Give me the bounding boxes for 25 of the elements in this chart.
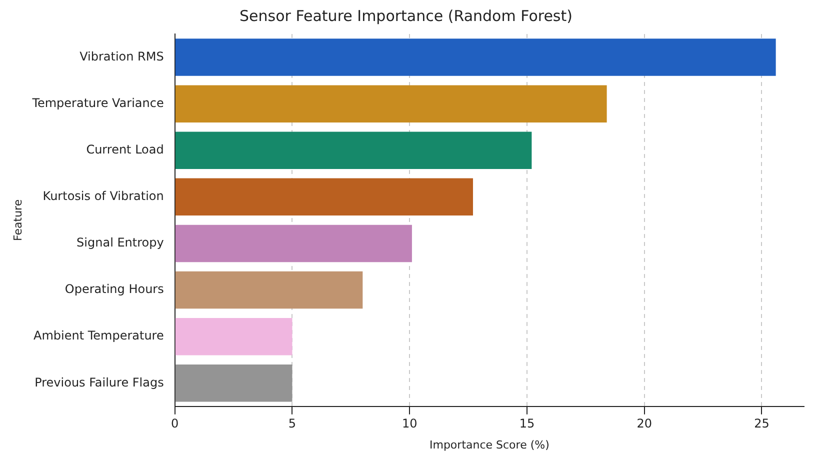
y-tick-label: Operating Hours xyxy=(64,282,164,296)
y-tick-label: Ambient Temperature xyxy=(33,328,164,343)
y-tick-label: Kurtosis of Vibration xyxy=(42,189,164,204)
y-axis-title: Feature xyxy=(11,199,24,241)
x-tick-label: 20 xyxy=(636,416,652,431)
bar xyxy=(175,38,776,76)
bar xyxy=(175,178,473,216)
x-tick-label: 0 xyxy=(171,416,179,431)
x-axis-title: Importance Score (%) xyxy=(429,438,550,452)
bar xyxy=(175,224,412,262)
x-tick-label: 15 xyxy=(519,416,535,431)
bar xyxy=(175,364,292,402)
y-tick-label: Signal Entropy xyxy=(76,236,164,250)
x-tick-label: 5 xyxy=(288,416,296,431)
bar xyxy=(175,132,532,169)
y-tick-label: Current Load xyxy=(86,142,164,156)
y-tick-label: Temperature Variance xyxy=(31,96,164,110)
y-tick-label: Vibration RMS xyxy=(80,49,164,64)
y-tick-label: Previous Failure Flags xyxy=(34,375,164,390)
bar xyxy=(175,85,607,122)
chart-title: Sensor Feature Importance (Random Forest) xyxy=(240,6,572,25)
bar xyxy=(175,318,292,356)
x-tick-label: 25 xyxy=(754,416,770,431)
x-tick-label: 10 xyxy=(402,416,418,431)
bar xyxy=(175,271,363,309)
